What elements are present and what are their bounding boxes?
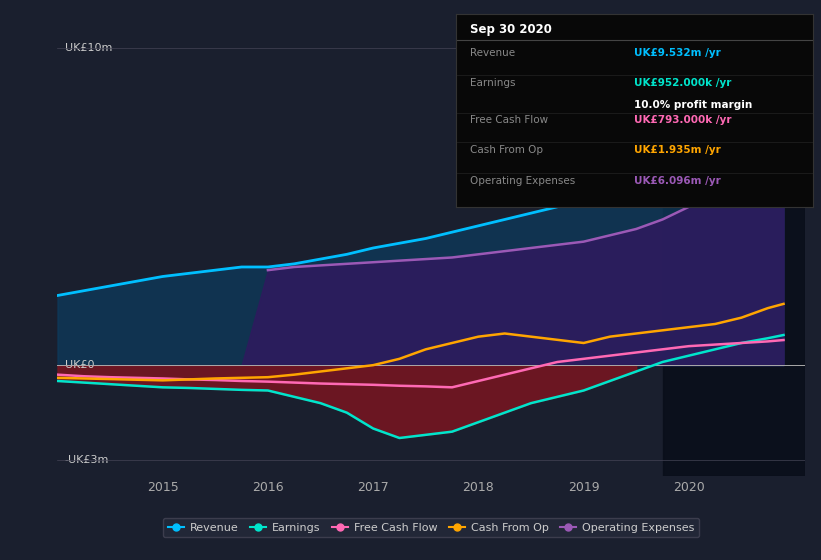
Text: Operating Expenses: Operating Expenses (470, 176, 576, 186)
Text: UK£0: UK£0 (65, 360, 94, 370)
Text: UK£10m: UK£10m (65, 44, 112, 53)
Text: Cash From Op: Cash From Op (470, 146, 543, 155)
Text: Sep 30 2020: Sep 30 2020 (470, 23, 552, 36)
Text: UK£952.000k /yr: UK£952.000k /yr (635, 78, 732, 88)
Text: UK£6.096m /yr: UK£6.096m /yr (635, 176, 721, 186)
Text: -UK£3m: -UK£3m (65, 455, 109, 465)
Text: Free Cash Flow: Free Cash Flow (470, 115, 548, 125)
Text: UK£9.532m /yr: UK£9.532m /yr (635, 48, 721, 58)
Legend: Revenue, Earnings, Free Cash Flow, Cash From Op, Operating Expenses: Revenue, Earnings, Free Cash Flow, Cash … (163, 518, 699, 537)
Bar (663, 17, 805, 476)
Text: Earnings: Earnings (470, 78, 516, 88)
Text: UK£1.935m /yr: UK£1.935m /yr (635, 146, 721, 155)
Text: UK£793.000k /yr: UK£793.000k /yr (635, 115, 732, 125)
Text: Revenue: Revenue (470, 48, 515, 58)
Text: 10.0% profit margin: 10.0% profit margin (635, 100, 753, 110)
